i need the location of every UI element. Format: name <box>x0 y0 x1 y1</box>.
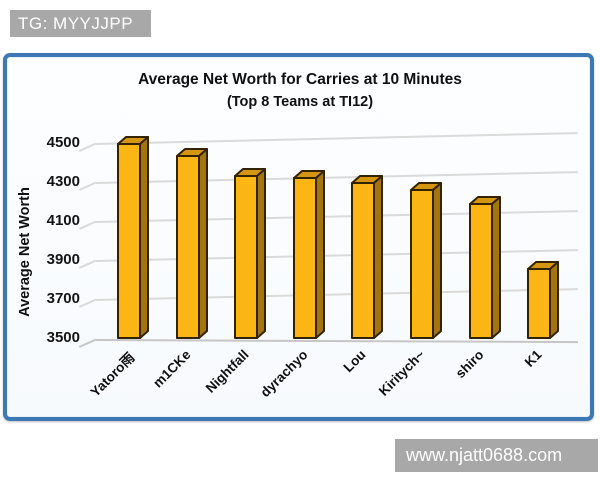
bar-1 <box>117 136 149 339</box>
y-tick-label: 3700 <box>46 290 80 307</box>
bar-4 <box>293 170 325 339</box>
tg-watermark-text: TG: MYYJJPP <box>18 13 134 33</box>
chart-subtitle: (Top 8 Teams at TI12) <box>226 94 374 110</box>
y-tick-label: 3500 <box>46 329 80 346</box>
bar-8 <box>527 261 559 339</box>
y-tick-label: 4100 <box>46 212 80 229</box>
y-tick-label: 4500 <box>46 134 80 151</box>
bar-2 <box>176 148 208 339</box>
bar-3 <box>234 168 266 339</box>
website-watermark-badge: www.njatt0688.com <box>395 439 598 472</box>
bar-6 <box>410 182 442 339</box>
bar-5 <box>351 175 383 339</box>
y-tick-label: 3900 <box>46 251 80 268</box>
website-watermark-text: www.njatt0688.com <box>406 445 563 465</box>
bar-7 <box>469 196 501 339</box>
y-tick-label: 4300 <box>46 173 80 190</box>
chart-title: Average Net Worth for Carries at 10 Minu… <box>138 71 462 88</box>
tg-watermark-badge: TG: MYYJJPP <box>10 10 151 37</box>
